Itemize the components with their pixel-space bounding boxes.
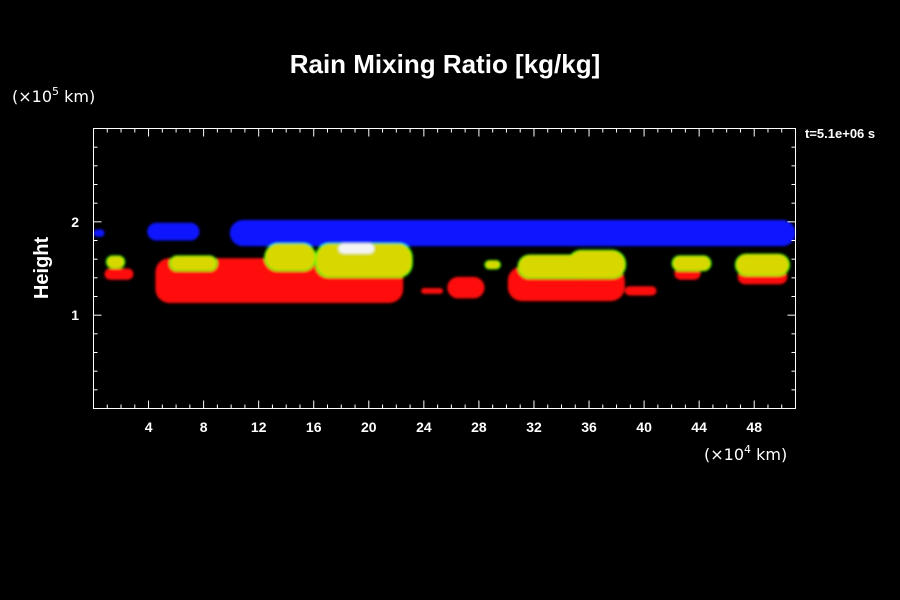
x-tick-label-28: 28 [471,419,487,435]
blue-region-2 [147,222,200,241]
x-tick-label-44: 44 [691,419,707,435]
yellow-region-2 [170,256,216,271]
yellow-region-1 [107,256,124,268]
x-tick-labels: 4 8 12 16 20 24 28 32 36 40 44 48 [145,419,762,435]
red-region-4 [447,276,485,299]
blue-region-3 [229,220,796,247]
yellow-region-3 [265,244,316,271]
rain-field-layers [93,220,796,303]
white-layer [338,243,375,254]
x-tick-label-24: 24 [416,419,432,435]
white-region-1 [338,243,375,254]
y-tick-labels: 12 [71,214,79,323]
x-tick-label-32: 32 [526,419,542,435]
y-tick-label-2: 2 [71,214,79,230]
x-tick-label-4: 4 [145,419,153,435]
blue-layer [93,220,796,247]
yellow-region-8 [673,256,711,271]
yellow-region-5 [485,261,500,269]
time-label: t=5.1e+06 s [805,126,875,141]
blue-region-1 [93,229,105,237]
x-tick-label-8: 8 [200,419,208,435]
x-tick-label-40: 40 [636,419,652,435]
red-region-6 [624,286,657,296]
x-tick-label-36: 36 [581,419,597,435]
axis-ticks [93,128,796,409]
x-axis-unit: (×104 km) [704,443,787,464]
x-tick-label-16: 16 [306,419,322,435]
x-tick-label-12: 12 [251,419,267,435]
x-tick-label-20: 20 [361,419,377,435]
yellow-region-4 [316,244,412,277]
x-tick-label-48: 48 [746,419,762,435]
red-region-3 [421,288,444,294]
y-tick-label-1: 1 [71,307,79,323]
y-axis-label: Height [31,237,53,300]
yellow-layer [107,244,789,278]
chart-title: Rain Mixing Ratio [kg/kg] [290,49,601,79]
plot-frame [93,128,796,409]
red-region-1 [104,268,134,280]
yellow-region-9 [736,254,789,275]
y-axis-unit: (×105 km) [12,85,95,106]
yellow-region-7 [568,250,625,278]
